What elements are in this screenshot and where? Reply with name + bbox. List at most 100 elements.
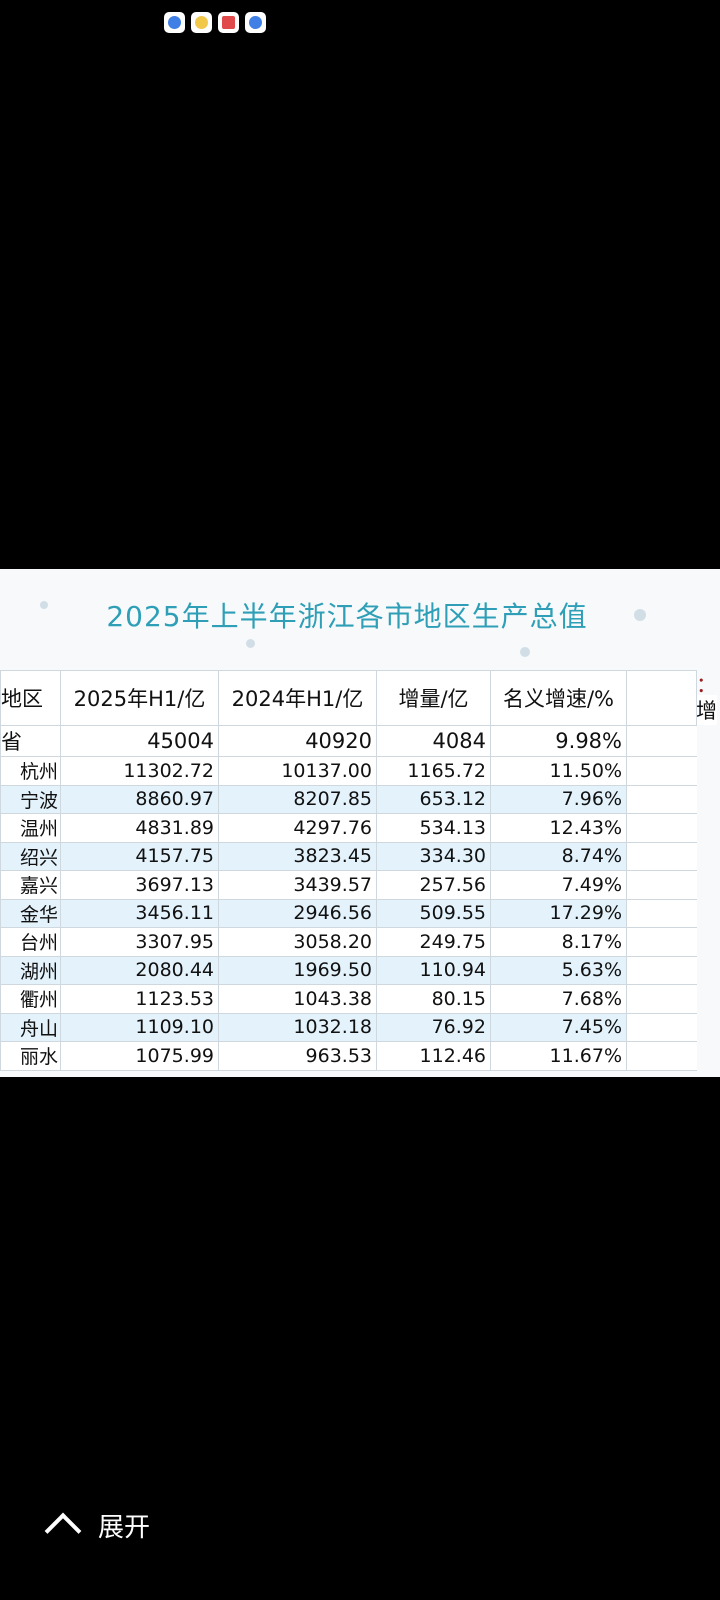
region-cell: 绍兴 [0, 841, 61, 871]
increase-cell: 112.46 [376, 1041, 491, 1071]
chevron-up-icon [44, 1512, 82, 1550]
growth-cell: 17.29% [490, 898, 627, 928]
table-header-row: 地区 2025年H1/亿 2024年H1/亿 增量/亿 名义增速/% [0, 670, 697, 726]
expand-label: 展开 [98, 1512, 151, 1543]
expand-button[interactable]: 展开 [44, 1506, 151, 1550]
region-cell: 省 [0, 725, 61, 757]
header-2025-h1: 2025年H1/亿 [60, 670, 219, 726]
value-2024-cell: 3823.45 [218, 841, 377, 871]
value-2024-cell: 3058.20 [218, 927, 377, 957]
table-row: 嘉兴 3697.13 3439.57 257.56 7.49% [0, 870, 697, 900]
blank-cell [626, 955, 697, 985]
increase-cell: 534.13 [376, 813, 491, 843]
increase-cell: 249.75 [376, 927, 491, 957]
increase-cell: 110.94 [376, 955, 491, 985]
header-growth: 名义增速/% [490, 670, 627, 726]
blank-cell [626, 813, 697, 843]
value-2025-cell: 11302.72 [60, 756, 219, 786]
increase-cell: 1165.72 [376, 756, 491, 786]
blank-cell [626, 870, 697, 900]
value-2024-cell: 1043.38 [218, 984, 377, 1014]
browser-icon [164, 12, 185, 33]
value-2024-cell: 1969.50 [218, 955, 377, 985]
table-row: 湖州 2080.44 1969.50 110.94 5.63% [0, 955, 697, 985]
browser-icon [245, 12, 266, 33]
header-2024-h1: 2024年H1/亿 [218, 670, 377, 726]
table-row: 舟山 1109.10 1032.18 76.92 7.45% [0, 1012, 697, 1042]
increase-cell: 334.30 [376, 841, 491, 871]
value-2024-cell: 2946.56 [218, 898, 377, 928]
header-increase: 增量/亿 [376, 670, 491, 726]
blank-cell [626, 725, 697, 757]
increase-cell: 80.15 [376, 984, 491, 1014]
value-2024-cell: 10137.00 [218, 756, 377, 786]
header-region: 地区 [0, 670, 61, 726]
growth-cell: 11.50% [490, 756, 627, 786]
table-row: 台州 3307.95 3058.20 249.75 8.17% [0, 927, 697, 957]
value-2024-cell: 1032.18 [218, 1012, 377, 1042]
blank-cell [626, 841, 697, 871]
region-cell: 金华 [0, 898, 61, 928]
region-cell: 湖州 [0, 955, 61, 985]
growth-cell: 12.43% [490, 813, 627, 843]
value-2024-cell: 3439.57 [218, 870, 377, 900]
value-2024-cell: 4297.76 [218, 813, 377, 843]
table-row: 衢州 1123.53 1043.38 80.15 7.68% [0, 984, 697, 1014]
table-row: 温州 4831.89 4297.76 534.13 12.43% [0, 813, 697, 843]
growth-cell: 5.63% [490, 955, 627, 985]
header-blank [626, 670, 697, 726]
increase-cell: 4084 [376, 725, 491, 757]
weather-icon [191, 12, 212, 33]
value-2024-cell: 8207.85 [218, 784, 377, 814]
growth-cell: 7.68% [490, 984, 627, 1014]
growth-cell: 7.49% [490, 870, 627, 900]
blank-cell [626, 1041, 697, 1071]
region-cell: 台州 [0, 927, 61, 957]
news-icon [218, 12, 239, 33]
region-cell: 丽水 [0, 1041, 61, 1071]
blank-cell [626, 1012, 697, 1042]
blank-cell [626, 927, 697, 957]
increase-cell: 76.92 [376, 1012, 491, 1042]
value-2024-cell: 963.53 [218, 1041, 377, 1071]
table-row: 丽水 1075.99 963.53 112.46 11.67% [0, 1041, 697, 1071]
table-title: 2025年上半年浙江各市地区生产总值 [106, 600, 588, 633]
region-cell: 温州 [0, 813, 61, 843]
value-2025-cell: 8860.97 [60, 784, 219, 814]
blank-cell [626, 898, 697, 928]
region-cell: 舟山 [0, 1012, 61, 1042]
growth-cell: 7.45% [490, 1012, 627, 1042]
table-row: 宁波 8860.97 8207.85 653.12 7.96% [0, 784, 697, 814]
value-2025-cell: 1109.10 [60, 1012, 219, 1042]
increase-cell: 257.56 [376, 870, 491, 900]
value-2025-cell: 3697.13 [60, 870, 219, 900]
table-row-province: 省 45004 40920 4084 9.98% [0, 725, 697, 757]
table-row: 金华 3456.11 2946.56 509.55 17.29% [0, 898, 697, 928]
table-row: 杭州 11302.72 10137.00 1165.72 11.50% [0, 756, 697, 786]
blank-cell [626, 984, 697, 1014]
status-bar-icons [164, 12, 266, 33]
value-2025-cell: 3307.95 [60, 927, 219, 957]
blank-cell [626, 756, 697, 786]
region-cell: 宁波 [0, 784, 61, 814]
increase-cell: 509.55 [376, 898, 491, 928]
value-2025-cell: 4831.89 [60, 813, 219, 843]
value-2024-cell: 40920 [218, 725, 377, 757]
region-cell: 嘉兴 [0, 870, 61, 900]
growth-cell: 8.17% [490, 927, 627, 957]
table-image[interactable]: 2025年上半年浙江各市地区生产总值 制表： 实际增 地区 2025年H1/亿 … [0, 569, 720, 1077]
growth-cell: 8.74% [490, 841, 627, 871]
value-2025-cell: 3456.11 [60, 898, 219, 928]
growth-cell: 9.98% [490, 725, 627, 757]
region-cell: 杭州 [0, 756, 61, 786]
value-2025-cell: 4157.75 [60, 841, 219, 871]
table-row: 绍兴 4157.75 3823.45 334.30 8.74% [0, 841, 697, 871]
region-cell: 衢州 [0, 984, 61, 1014]
growth-cell: 11.67% [490, 1041, 627, 1071]
growth-cell: 7.96% [490, 784, 627, 814]
increase-cell: 653.12 [376, 784, 491, 814]
value-2025-cell: 45004 [60, 725, 219, 757]
gdp-table: 地区 2025年H1/亿 2024年H1/亿 增量/亿 名义增速/% 省 450… [0, 670, 697, 1071]
value-2025-cell: 1075.99 [60, 1041, 219, 1071]
value-2025-cell: 1123.53 [60, 984, 219, 1014]
